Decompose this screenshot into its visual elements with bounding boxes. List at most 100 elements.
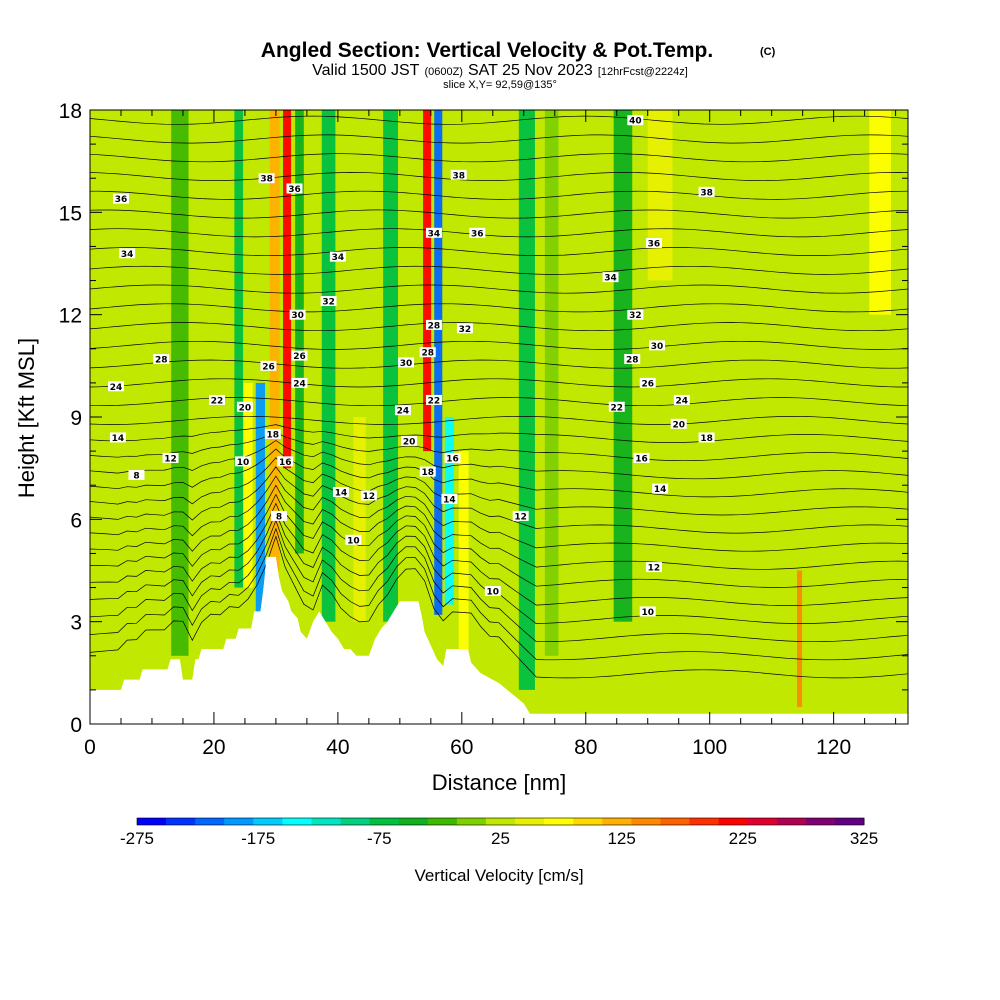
theta-label-bg (419, 466, 436, 477)
y-tick-label: 6 (70, 509, 82, 532)
y-tick-label: 12 (59, 305, 82, 328)
theta-line-15 (90, 397, 908, 407)
colorbar-tick-label: 325 (850, 829, 878, 848)
theta-label-bg (484, 585, 501, 596)
velocity-band-17 (797, 570, 803, 707)
colorbar-label: Vertical Velocity [cm/s] (414, 866, 583, 885)
theta-label-bg (108, 381, 125, 392)
theta-line-31 (90, 97, 908, 105)
colorbar-swatch-16 (602, 818, 632, 825)
theta-label-bg (649, 340, 666, 351)
theta-label-bg (425, 319, 442, 330)
theta-label-text: 26 (641, 379, 654, 389)
theta-label-16: 26 (260, 360, 277, 372)
theta-label-text: 14 (112, 434, 125, 444)
theta-label-bg (332, 487, 349, 498)
theta-label-text: 8 (276, 512, 282, 522)
theta-label-5: 12 (162, 452, 179, 464)
theta-line-1 (90, 527, 908, 661)
theta-label-text: 12 (363, 492, 376, 502)
plot-area: 36 34 28 24 14 12 8 22 20 10 38 36 34 32 30 26 26 24 18 16 8… (90, 97, 908, 724)
theta-label-text: 18 (267, 431, 280, 441)
colorbar-swatch-6 (311, 818, 342, 825)
theta-label-10: 38 (258, 173, 275, 185)
theta-line-19 (90, 322, 908, 332)
colorbar-swatch-13 (515, 818, 545, 825)
colorbar-swatch-21 (747, 818, 778, 825)
theta-label-bg (652, 483, 669, 494)
theta-line-11 (90, 440, 908, 480)
theta-label-text: 10 (237, 458, 250, 468)
theta-label-text: 36 (288, 185, 301, 195)
theta-label-bg (162, 452, 179, 463)
velocity-band-2 (283, 110, 292, 469)
theta-contour-labels: 36 34 28 24 14 12 8 22 20 10 38 36 34 32 30 26 26 24 18 16 8… (108, 115, 715, 618)
theta-line-25 (90, 209, 908, 219)
theta-label-bg (258, 173, 275, 184)
velocity-band-7 (458, 451, 469, 656)
theta-label-bg (398, 357, 415, 368)
theta-label-bg (639, 606, 656, 617)
velocity-band-13 (171, 110, 189, 656)
theta-label-11: 36 (286, 183, 303, 195)
x-tick-label: 60 (450, 736, 473, 759)
velocity-band-5 (434, 110, 443, 615)
theta-label-44: 30 (649, 340, 666, 352)
y-tick-label: 0 (70, 714, 82, 737)
theta-label-text: 20 (239, 403, 252, 413)
theta-label-34: 16 (444, 452, 461, 464)
theta-line-27 (90, 172, 908, 181)
velocity-band-12 (383, 110, 398, 622)
theta-label-bg (291, 377, 308, 388)
theta-label-49: 20 (670, 418, 687, 430)
theta-label-text: 16 (446, 454, 459, 464)
theta-label-bg (645, 562, 662, 573)
colorbar-frame (136, 817, 865, 826)
colorbar-swatch-20 (718, 818, 749, 825)
velocity-band-18 (869, 110, 891, 315)
theta-line-24 (90, 228, 908, 238)
theta-line-16 (90, 378, 908, 388)
theta-label-text: 12 (164, 454, 177, 464)
colorbar-swatch-12 (485, 818, 516, 825)
theta-label-text: 32 (459, 325, 472, 335)
velocity-field (171, 110, 891, 707)
colorbar-swatch-2 (195, 818, 225, 825)
theta-label-bg (109, 432, 126, 443)
theta-label-2: 28 (153, 354, 170, 366)
theta-label-text: 28 (428, 321, 441, 331)
colorbar-swatch-10 (427, 818, 458, 825)
theta-label-text: 28 (626, 356, 639, 366)
theta-label-text: 12 (648, 564, 661, 574)
colorbar-swatch-8 (369, 818, 400, 825)
x-axis-label: Distance [nm] (432, 770, 567, 795)
theta-label-bg (286, 183, 303, 194)
theta-label-text: 10 (487, 587, 500, 597)
theta-label-17: 24 (291, 377, 308, 389)
theta-label-bg (401, 435, 418, 446)
y-tick-label: 15 (59, 202, 82, 225)
theta-line-26 (90, 190, 908, 200)
theta-label-text: 36 (648, 240, 661, 250)
theta-line-12 (90, 432, 908, 462)
theta-label-text: 22 (610, 403, 623, 413)
theta-label-text: 24 (110, 383, 123, 393)
colorbar-swatch-24 (834, 818, 865, 825)
theta-label-text: 24 (676, 396, 689, 406)
theta-label-bg (627, 115, 644, 126)
velocity-band-1 (269, 110, 280, 571)
theta-label-bg (291, 350, 308, 361)
theta-label-text: 34 (604, 274, 617, 284)
colorbar-tick-label: -175 (241, 829, 275, 848)
subtitle-forecast: [12hrFcst@2224z] (598, 66, 688, 78)
theta-label-27: 28 (425, 319, 442, 331)
theta-line-2 (90, 519, 908, 643)
theta-line-28 (90, 153, 908, 163)
velocity-band-3 (295, 110, 304, 554)
theta-label-52: 14 (652, 483, 669, 495)
theta-label-bg (627, 309, 644, 320)
theta-label-bg (602, 272, 619, 283)
theta-label-14: 30 (289, 309, 306, 321)
theta-line-10 (90, 448, 908, 498)
colorbar-swatch-19 (689, 818, 720, 825)
